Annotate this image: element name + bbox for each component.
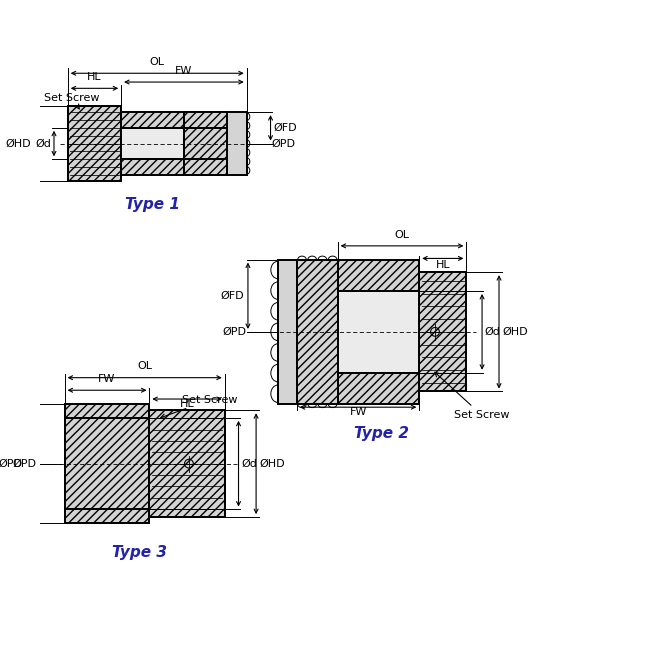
Text: OL: OL <box>395 230 409 240</box>
Bar <box>338 373 419 404</box>
Text: Set Screw: Set Screw <box>44 93 99 109</box>
Text: Set Screw: Set Screw <box>161 395 238 418</box>
Bar <box>121 128 184 159</box>
Text: ØPD: ØPD <box>0 459 22 469</box>
Bar <box>64 509 149 523</box>
Text: ØPD: ØPD <box>272 139 295 149</box>
Text: ØHD: ØHD <box>502 327 528 337</box>
Text: FW: FW <box>98 374 116 384</box>
Bar <box>149 410 224 517</box>
Bar <box>64 404 149 523</box>
Bar <box>68 106 121 181</box>
Text: OL: OL <box>137 361 152 371</box>
Text: ØFD: ØFD <box>273 123 297 133</box>
Text: HL: HL <box>180 399 194 409</box>
Bar <box>297 260 338 404</box>
Bar <box>64 418 149 509</box>
Text: Ød: Ød <box>484 327 500 337</box>
Text: Type 2: Type 2 <box>354 426 409 441</box>
Text: Set Screw: Set Screw <box>435 373 509 420</box>
Text: Ød: Ød <box>36 139 52 149</box>
Bar <box>121 159 184 175</box>
Text: ØFD: ØFD <box>220 291 244 301</box>
Text: ØPD: ØPD <box>222 327 247 337</box>
Text: Type 3: Type 3 <box>113 545 168 560</box>
Text: ØPD: ØPD <box>13 459 36 469</box>
Bar <box>226 112 247 175</box>
Text: HL: HL <box>436 260 450 270</box>
Text: FW: FW <box>350 407 366 417</box>
Bar <box>338 260 419 291</box>
Bar <box>338 291 419 373</box>
Text: Ød: Ød <box>241 459 257 469</box>
Text: ØHD: ØHD <box>6 139 31 149</box>
Bar <box>121 112 184 128</box>
Text: Type 1: Type 1 <box>125 197 180 212</box>
Text: OL: OL <box>149 57 165 67</box>
Bar <box>419 272 466 391</box>
Bar <box>278 260 297 404</box>
Bar <box>64 404 149 418</box>
Bar <box>184 112 226 175</box>
Text: HL: HL <box>87 72 102 82</box>
Text: ØHD: ØHD <box>259 459 285 469</box>
Text: FW: FW <box>176 66 192 76</box>
